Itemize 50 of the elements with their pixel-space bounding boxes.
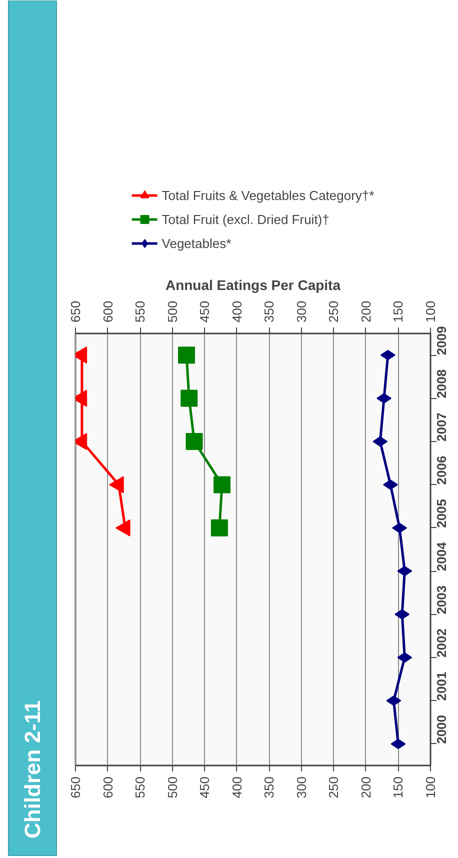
- y-tick-label: 2001: [434, 672, 449, 701]
- legend-label: Total Fruits & Vegetables Category†*: [162, 188, 374, 202]
- x-tick-label: 500: [164, 300, 180, 322]
- x2-tick-label: 600: [100, 776, 116, 798]
- x2-tick-label: 200: [358, 776, 374, 798]
- y-tick-label: 2002: [434, 628, 449, 658]
- point: [392, 522, 408, 534]
- y-tick-label: 2006: [434, 456, 449, 485]
- y-tick-label: 2007: [434, 412, 449, 442]
- x2-tick-label: 100: [423, 776, 438, 798]
- x2-tick-label: 150: [390, 776, 406, 798]
- point: [180, 390, 198, 407]
- x2-tick-label: 300: [294, 776, 309, 798]
- point: [380, 350, 396, 360]
- x2-tick-label: 550: [132, 776, 148, 798]
- x-tick-label: 350: [262, 300, 277, 322]
- y-tick-label: 2005: [434, 498, 449, 528]
- x-axis-title: Annual Eatings Per Capita: [165, 276, 341, 293]
- x-tick-label: 450: [197, 300, 212, 322]
- x-tick-label: 600: [100, 300, 116, 322]
- x-tick-label: 400: [229, 300, 244, 322]
- x2-tick-label: 400: [229, 776, 244, 798]
- point: [397, 652, 412, 663]
- point: [214, 476, 231, 494]
- point: [390, 738, 406, 750]
- y-tick-label: 2009: [434, 326, 449, 356]
- x2-tick-label: 250: [326, 776, 342, 798]
- x-tick-label: 550: [132, 300, 148, 322]
- x-tick-label: 250: [326, 300, 342, 322]
- x2-tick-label: 350: [262, 776, 277, 798]
- text: Children 2-11: [20, 700, 45, 838]
- legend-label: Total Fruit (excl. Dried Fruit)†: [162, 212, 330, 226]
- legend-label: Vegetables*: [162, 236, 232, 250]
- point: [372, 436, 388, 447]
- x-tick-label: 300: [294, 300, 309, 322]
- x2-tick-label: 650: [68, 776, 83, 798]
- point: [178, 346, 196, 364]
- y-tick-label: 2003: [434, 585, 449, 614]
- y-tick-label: 2008: [434, 369, 449, 398]
- x-tick-label: 150: [390, 300, 406, 322]
- point: [210, 519, 228, 536]
- x-tick-label: 200: [358, 300, 374, 322]
- x2-tick-label: 500: [164, 776, 180, 798]
- point: [397, 566, 412, 576]
- y-tick-label: 2004: [434, 541, 449, 572]
- x-tick-label: 100: [423, 300, 438, 322]
- point: [186, 433, 203, 450]
- x2-tick-label: 450: [197, 776, 212, 798]
- x-tick-label: 650: [68, 300, 83, 322]
- y-tick-label: 2000: [434, 714, 449, 744]
